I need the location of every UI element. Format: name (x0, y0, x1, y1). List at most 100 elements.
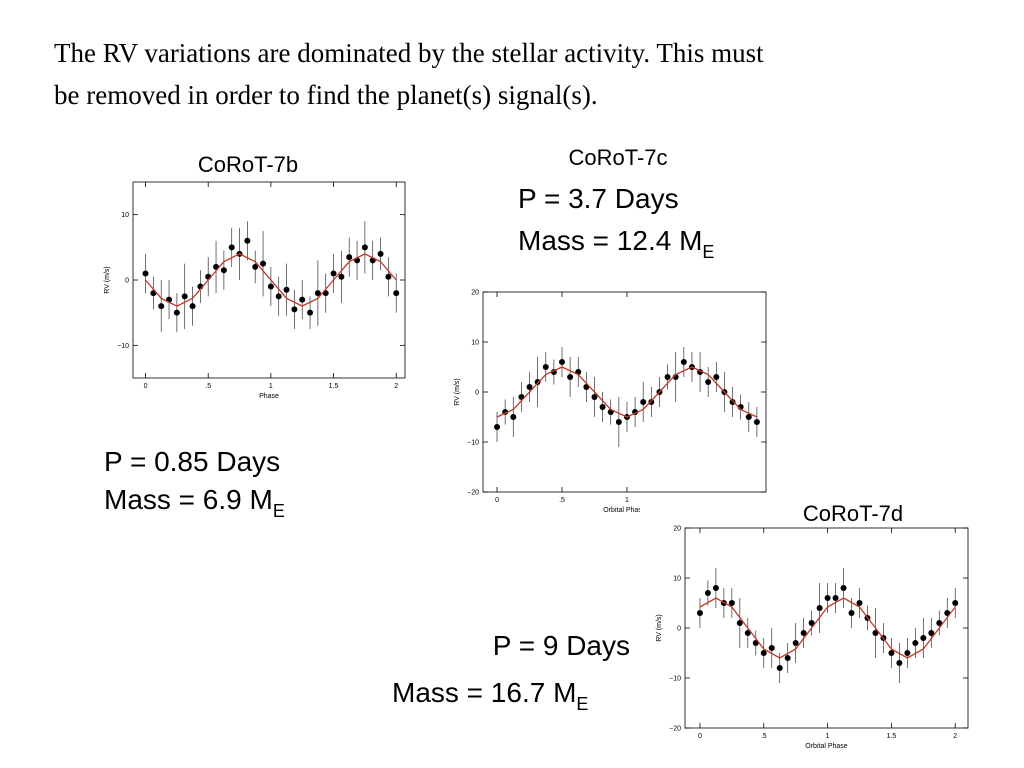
y-tick-label: 20 (471, 290, 479, 297)
data-point (745, 414, 752, 420)
data-point (283, 286, 290, 293)
mass-text: Mass = 6.9 M (104, 484, 273, 515)
x-tick-label: 1 (269, 383, 273, 390)
data-point (952, 600, 959, 606)
data-point (928, 630, 935, 636)
mass: Mass = 16.7 ME (392, 677, 588, 714)
data-point (776, 665, 783, 671)
plot: 0 .5 1 1.5 2 −10 0 10 Phase RV (m/s) (104, 181, 406, 400)
x-axis-label: Orbital Phase (805, 743, 848, 750)
y-tick-label: 0 (475, 390, 479, 397)
data-point (840, 585, 847, 591)
plot-title: CoRoT-7b (198, 152, 298, 177)
x-tick-label: 1 (625, 497, 629, 504)
data-point (393, 290, 400, 297)
x-axis-label: Phase (259, 393, 279, 400)
data-point (824, 595, 831, 601)
data-point (346, 254, 353, 261)
data-point (526, 384, 533, 390)
data-point (559, 359, 566, 365)
data-point (648, 399, 655, 405)
data-point (712, 585, 719, 591)
data-point (832, 595, 839, 601)
period: P = 0.85 Days (104, 446, 280, 477)
y-tick-label: 10 (471, 340, 479, 347)
x-tick-label: .5 (205, 383, 211, 390)
data-point (896, 660, 903, 666)
y-axis-label: RV (m/s) (104, 266, 111, 293)
data-point (664, 374, 671, 380)
data-point (792, 640, 799, 646)
x-tick-label: .5 (559, 497, 565, 504)
x-tick-label: .5 (761, 733, 767, 740)
data-point (753, 419, 760, 425)
data-point (510, 414, 517, 420)
data-point (142, 270, 149, 277)
data-point (599, 404, 606, 410)
data-point (936, 620, 943, 626)
data-point (158, 303, 165, 310)
mass: Mass = 6.9 ME (104, 484, 285, 521)
data-point (912, 640, 919, 646)
data-point (872, 630, 879, 636)
plot: 0 .5 1 −20 −10 0 10 20 Orbital Phase RV (m/s) (454, 290, 767, 514)
data-point (494, 424, 501, 430)
plot-title: CoRoT-7d (803, 501, 903, 526)
mass-text: Mass = 16.7 M (392, 677, 576, 708)
data-point (314, 290, 321, 297)
data-point (267, 283, 274, 290)
plot: 0 .5 1 1.5 2 −20 −10 0 10 20 Orbital Phase RV (m/s) (656, 526, 969, 750)
data-point (173, 309, 180, 316)
y-tick-label: 10 (673, 576, 681, 583)
mass-subscript: E (273, 501, 285, 521)
data-point (713, 374, 720, 380)
x-tick-label: 2 (394, 383, 398, 390)
x-axis-label: Orbital Phase (603, 507, 646, 514)
data-point (385, 273, 392, 280)
data-point (856, 600, 863, 606)
data-point (888, 650, 895, 656)
x-tick-label: 0 (144, 383, 148, 390)
data-point (542, 364, 549, 370)
y-tick-label: 20 (673, 526, 681, 533)
data-point (784, 655, 791, 661)
data-point (760, 650, 767, 656)
data-point (534, 379, 541, 385)
plot-background (640, 505, 1024, 768)
data-point (920, 635, 927, 641)
x-tick-label: 0 (698, 733, 702, 740)
fit-curve (699, 597, 956, 659)
period: P = 9 Days (493, 630, 630, 661)
data-point (377, 250, 384, 257)
y-tick-label: 0 (125, 278, 129, 285)
y-tick-label: −20 (669, 726, 681, 733)
plot-title: CoRoT-7c (568, 145, 667, 170)
y-tick-label: 10 (121, 212, 129, 219)
y-tick-label: −10 (117, 343, 129, 350)
data-point (252, 263, 259, 270)
intro-line: be removed in order to find the planet(s… (54, 80, 598, 110)
data-point (615, 419, 622, 425)
data-point (729, 399, 736, 405)
data-point (361, 244, 368, 251)
data-point (704, 590, 711, 596)
fit-curve (496, 366, 758, 418)
x-tick-label: 1.5 (329, 383, 339, 390)
mass-subscript: E (576, 694, 588, 714)
x-tick-label: 1 (826, 733, 830, 740)
mass-subscript: E (702, 242, 714, 262)
data-point (696, 610, 703, 616)
data-point (275, 293, 282, 300)
data-point (816, 605, 823, 611)
data-point (307, 309, 314, 316)
y-tick-label: −20 (467, 490, 479, 497)
y-axis-label: RV (m/s) (656, 614, 663, 641)
y-tick-label: −10 (669, 676, 681, 683)
data-point (744, 630, 751, 636)
data-point (591, 394, 598, 400)
data-point (808, 620, 815, 626)
data-point (260, 260, 267, 267)
x-tick-label: 0 (495, 497, 499, 504)
data-point (705, 379, 712, 385)
